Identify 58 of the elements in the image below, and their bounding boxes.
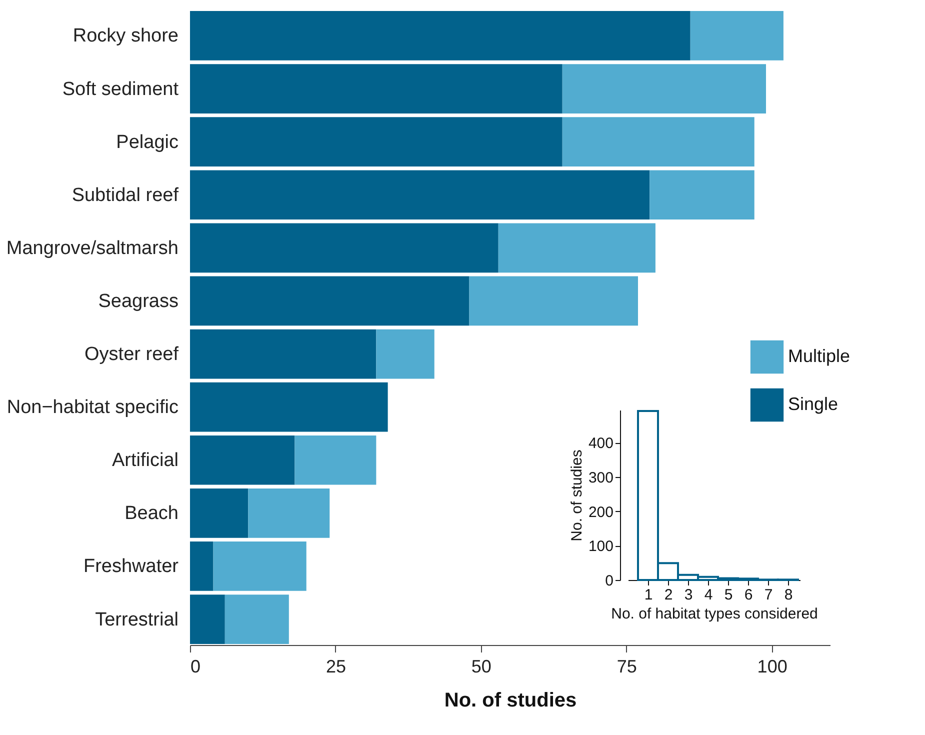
y-tick-label: Mangrove/saltmarsh [6, 238, 178, 259]
y-tick-label: Rocky shore [72, 26, 178, 47]
x-tick-label: 8 [784, 586, 793, 604]
x-axis-title: No. of studies [444, 690, 577, 712]
y-tick-label: 200 [588, 504, 614, 521]
bar [190, 435, 295, 485]
y-tick-label: Subtidal reef [72, 184, 180, 206]
y-tick-label: Pelagic [116, 132, 178, 153]
bar [190, 382, 388, 432]
legend-label: Single [788, 394, 838, 414]
bar [498, 223, 656, 273]
bar [562, 64, 766, 114]
x-tick-label: 2 [664, 586, 673, 604]
y-tick-label: Beach [124, 503, 178, 524]
y-tick-label: 100 [588, 538, 614, 556]
bar [190, 64, 562, 114]
bar [190, 170, 650, 220]
bar [248, 488, 330, 538]
bar [224, 594, 289, 644]
x-tick-label: 100 [757, 656, 788, 676]
bar [690, 11, 784, 60]
y-tick-label: 300 [588, 469, 614, 486]
x-tick-label: 50 [471, 656, 492, 676]
y-tick-label: 400 [588, 435, 614, 452]
x-tick-label: 75 [616, 656, 637, 676]
bar [190, 488, 248, 538]
x-tick-label: 6 [744, 586, 753, 604]
bar [213, 542, 306, 591]
bar [190, 117, 562, 166]
y-tick-label: Freshwater [83, 556, 180, 578]
y-tick-label: 0 [605, 572, 614, 590]
bar [562, 117, 754, 166]
bar [376, 329, 434, 379]
bar [190, 11, 690, 60]
x-tick-label: 5 [724, 586, 733, 604]
y-tick-label: Artificial [112, 450, 178, 472]
y-tick-label: Seagrass [98, 290, 178, 312]
x-tick-label: 4 [704, 586, 713, 604]
bar [190, 223, 498, 273]
bar [469, 276, 638, 326]
y-axis-title: No. of studies [568, 450, 586, 542]
bar [190, 542, 214, 591]
y-tick-label: Non−habitat specific [6, 397, 178, 418]
y-tick-label: Oyster reef [84, 344, 180, 366]
bar [190, 594, 225, 644]
y-tick-label: Terrestrial [95, 609, 178, 630]
bar [294, 435, 376, 485]
y-tick-label: Soft sediment [62, 78, 180, 100]
x-tick-label: 3 [684, 586, 693, 604]
x-tick-label: 7 [764, 586, 773, 604]
bar [650, 170, 754, 220]
x-tick-label: 25 [326, 656, 346, 676]
bar [190, 276, 470, 326]
x-axis-title: No. of habitat types considered [611, 606, 818, 622]
x-tick-label: 1 [644, 586, 653, 604]
x-tick-label: 0 [190, 656, 201, 676]
bar [190, 329, 376, 379]
legend-label: Multiple [788, 346, 850, 366]
